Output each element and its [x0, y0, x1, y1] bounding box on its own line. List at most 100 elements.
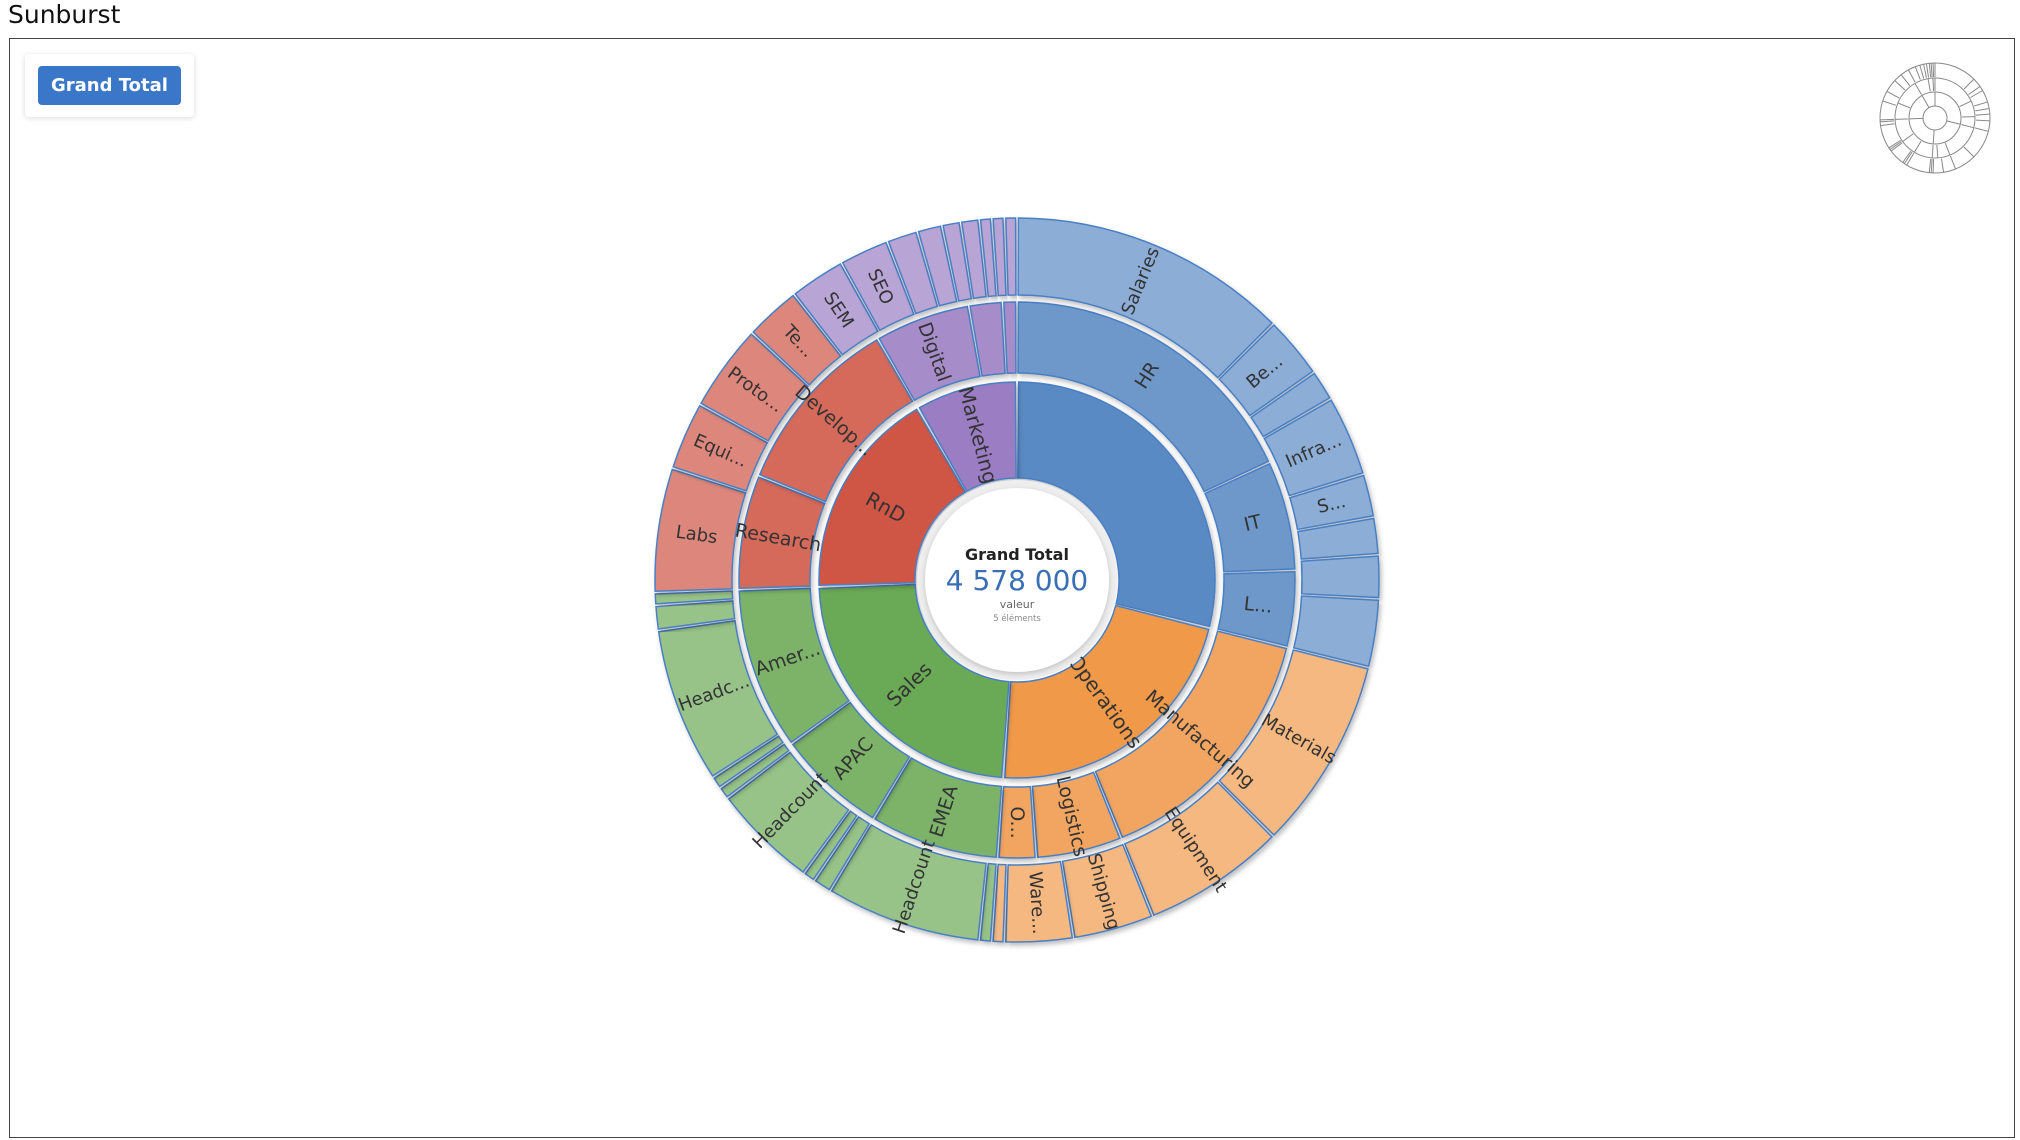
segment-l2-digital[interactable]: [878, 305, 981, 402]
segment-l1-marketing[interactable]: [918, 381, 1017, 493]
segment-l3-materials[interactable]: [1218, 649, 1369, 837]
sunburst-rings: [654, 217, 1380, 943]
minimap-divider: [1921, 95, 1930, 108]
segment-l2-amer[interactable]: [738, 587, 850, 744]
segment-l3-h7[interactable]: [1300, 555, 1380, 599]
minimap-divider: [1889, 141, 1902, 150]
segment-l3-o5[interactable]: [992, 863, 1007, 943]
segment-l3-k8[interactable]: [992, 217, 1007, 297]
minimap-divider: [1914, 66, 1921, 80]
center-title: Grand Total: [965, 545, 1069, 564]
segment-l3-s1[interactable]: [979, 862, 997, 942]
minimap-divider: [1930, 63, 1933, 78]
minimap-divider: [1913, 140, 1922, 153]
segment-l2-o[interactable]: [998, 785, 1036, 859]
minimap-divider: [1897, 102, 1911, 109]
segment-l3-seo[interactable]: [841, 241, 915, 332]
minimap-divider: [1932, 78, 1935, 92]
minimap[interactable]: [1876, 59, 1994, 177]
minimap-divider: [1882, 100, 1897, 106]
segment-l3-s10[interactable]: [654, 590, 734, 605]
segment-l3-proto[interactable]: [700, 333, 809, 442]
minimap-divider: [1975, 113, 1990, 116]
center-count: 5 éléments: [993, 613, 1041, 624]
segment-l3-salaries[interactable]: [1017, 217, 1274, 379]
segment-l3-labs[interactable]: [654, 468, 747, 593]
segment-l3-s3[interactable]: [814, 815, 871, 891]
minimap-divider: [1919, 64, 1925, 79]
minimap-divider: [1944, 142, 1951, 156]
minimap-divider: [1963, 146, 1975, 158]
minimap-divider: [1900, 74, 1911, 86]
sunburst-chart: OperationsSalesRnDMarketingHRITL...Manuf…: [654, 217, 1380, 943]
center-disc: [925, 488, 1109, 672]
breadcrumb: Grand Total: [25, 54, 194, 117]
minimap-divider: [1928, 158, 1932, 173]
segment-l2-m3[interactable]: [1003, 301, 1017, 375]
segment-l2-l[interactable]: [1217, 570, 1296, 647]
minimap-divider: [1902, 150, 1912, 163]
segment-l1-sales[interactable]: [818, 583, 1010, 779]
segment-l3-equipment[interactable]: [1123, 781, 1274, 917]
minimap-divider: [1975, 107, 1990, 112]
minimap-divider: [1940, 158, 1945, 173]
minimap-divider: [1923, 64, 1927, 78]
segment-l3-headcount[interactable]: [830, 823, 987, 941]
segment-l3-s9[interactable]: [655, 600, 736, 630]
segment-l2-logistics[interactable]: [1031, 771, 1121, 859]
segment-l2-develop[interactable]: [758, 338, 914, 503]
segment-l3-s4[interactable]: [804, 810, 858, 881]
segment-l3-equi[interactable]: [672, 404, 769, 492]
segment-l3-k6[interactable]: [960, 219, 987, 300]
segment-l3-h8[interactable]: [1292, 595, 1380, 668]
segment-l2-it[interactable]: [1204, 462, 1296, 573]
segment-l1-hr[interactable]: [1017, 381, 1216, 628]
minimap-divider: [1959, 100, 1972, 108]
minimap-divider: [1880, 120, 1895, 123]
segment-l3-be[interactable]: [1218, 323, 1314, 417]
minimap-divider: [1880, 123, 1895, 127]
minimap-divider: [1931, 144, 1934, 158]
minimap-divider: [1930, 158, 1933, 173]
minimap-divider: [1946, 120, 1961, 125]
minimap-divider: [1970, 90, 1983, 98]
minimap-divider: [1928, 63, 1932, 78]
segment-l3-h3[interactable]: [1250, 372, 1331, 438]
minimap-divider: [1974, 127, 1989, 132]
segment-l1-operations[interactable]: [1004, 604, 1210, 779]
minimap-divider: [1968, 86, 1981, 95]
minimap-ring: [1922, 105, 1948, 131]
segment-l2-apac[interactable]: [791, 701, 911, 819]
segment-l3-k3[interactable]: [887, 231, 939, 315]
segment-l2-emea[interactable]: [874, 756, 1003, 859]
minimap-divider: [1907, 69, 1916, 83]
minimap-divider: [1886, 90, 1900, 99]
sunburst-panel: Operations Sales RnD Marketing HR IT L... Manuf…: [9, 38, 2015, 1138]
segment-l3-ware[interactable]: [1004, 860, 1074, 943]
segment-l1-rnd[interactable]: [818, 408, 967, 587]
minimap-divider: [1890, 142, 1903, 152]
segment-l3-shipping[interactable]: [1061, 843, 1153, 939]
minimap-divider: [1894, 80, 1906, 91]
segment-l3-te[interactable]: [752, 294, 842, 386]
center-value: 4 578 000: [946, 564, 1089, 597]
segment-l2-research[interactable]: [738, 476, 826, 590]
segment-l3-k7[interactable]: [979, 218, 997, 298]
segment-l3-k4[interactable]: [917, 225, 958, 307]
segment-l3-k5[interactable]: [942, 221, 973, 302]
segment-l3-sem[interactable]: [794, 263, 879, 356]
segment-l3-headcount[interactable]: [727, 751, 850, 874]
segment-l3-h6[interactable]: [1296, 517, 1379, 560]
segment-l3-headc[interactable]: [657, 619, 779, 778]
segment-l3-k9[interactable]: [1004, 217, 1017, 296]
segment-l3-infra[interactable]: [1263, 399, 1364, 497]
segment-l3-s6[interactable]: [720, 743, 790, 798]
breadcrumb-grand-total-button[interactable]: Grand Total: [38, 66, 181, 105]
segment-l2-hr[interactable]: [1017, 301, 1270, 493]
segment-l3-s7[interactable]: [713, 735, 784, 788]
segment-l2-manufacturing[interactable]: [1094, 630, 1288, 839]
center-summary[interactable]: Grand Total 4 578 000 valeur 5 éléments: [917, 480, 1117, 680]
center-caption: valeur: [1000, 598, 1035, 611]
segment-l3-s[interactable]: [1288, 474, 1375, 531]
segment-l2-m2[interactable]: [969, 301, 1006, 377]
